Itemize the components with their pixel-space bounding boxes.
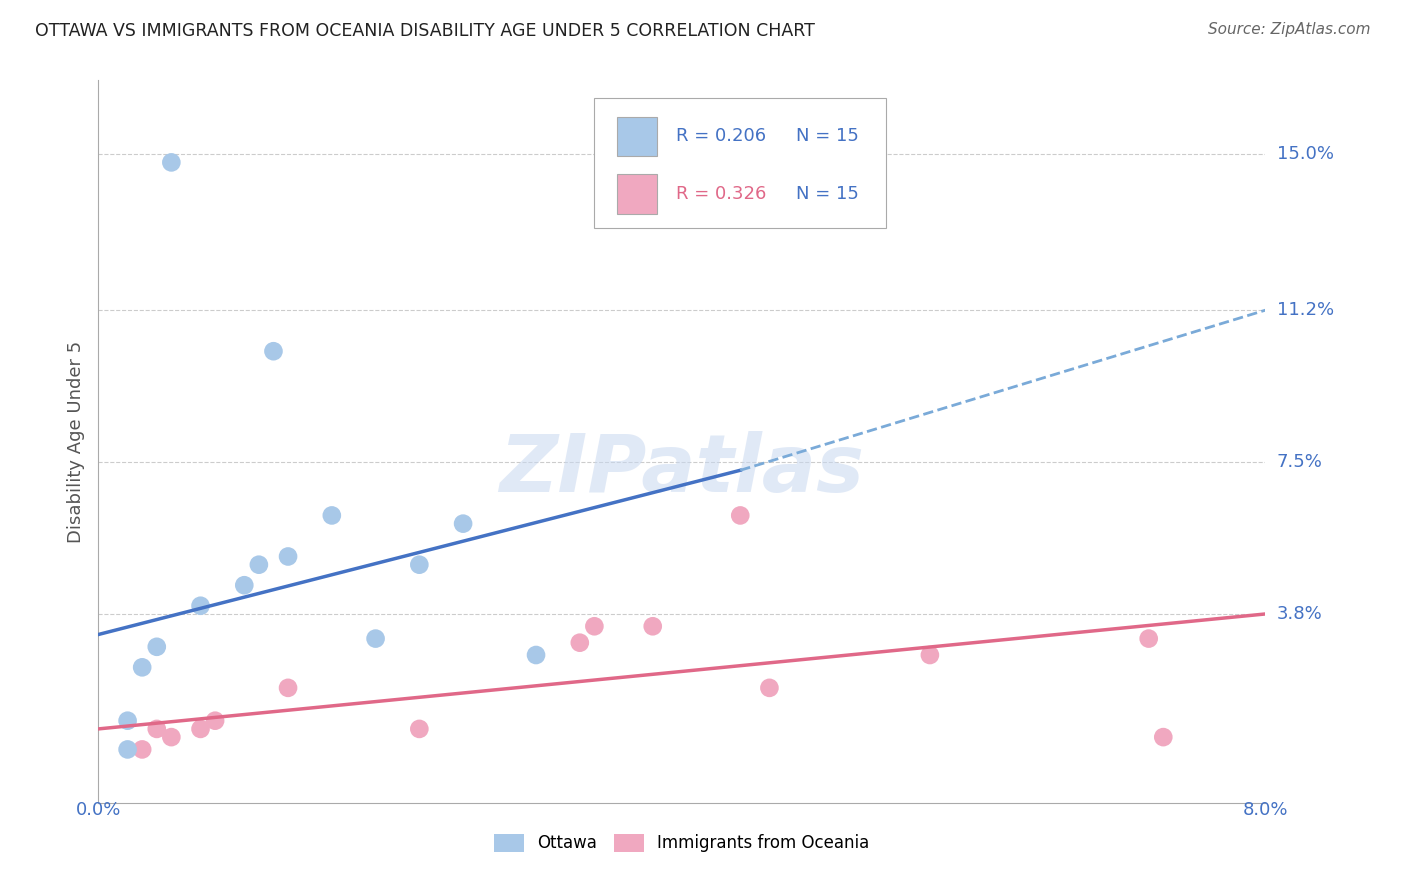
Text: ZIPatlas: ZIPatlas — [499, 432, 865, 509]
Point — [758, 681, 780, 695]
Point — [583, 619, 606, 633]
Point — [117, 714, 139, 728]
Text: 8.0%: 8.0% — [1243, 800, 1288, 819]
Text: 11.2%: 11.2% — [1277, 301, 1334, 319]
Point — [408, 558, 430, 572]
Text: Source: ZipAtlas.com: Source: ZipAtlas.com — [1208, 22, 1371, 37]
Text: N = 15: N = 15 — [796, 128, 859, 145]
Point — [146, 722, 169, 736]
FancyBboxPatch shape — [595, 98, 886, 228]
Point — [160, 155, 183, 169]
Text: N = 15: N = 15 — [796, 185, 859, 203]
Point — [568, 636, 591, 650]
Text: OTTAWA VS IMMIGRANTS FROM OCEANIA DISABILITY AGE UNDER 5 CORRELATION CHART: OTTAWA VS IMMIGRANTS FROM OCEANIA DISABI… — [35, 22, 815, 40]
Text: R = 0.326: R = 0.326 — [676, 185, 766, 203]
Point — [408, 722, 430, 736]
Text: 3.8%: 3.8% — [1277, 605, 1322, 623]
FancyBboxPatch shape — [617, 117, 658, 156]
Point — [117, 742, 139, 756]
Point — [190, 599, 212, 613]
Text: 0.0%: 0.0% — [76, 800, 121, 819]
Point — [524, 648, 547, 662]
Point — [730, 508, 752, 523]
Point — [247, 558, 270, 572]
Point — [233, 578, 256, 592]
Point — [160, 730, 183, 744]
Point — [451, 516, 474, 531]
Point — [262, 344, 284, 359]
Point — [918, 648, 941, 662]
Point — [277, 549, 299, 564]
Text: R = 0.206: R = 0.206 — [676, 128, 766, 145]
Legend: Ottawa, Immigrants from Oceania: Ottawa, Immigrants from Oceania — [494, 834, 870, 852]
Point — [641, 619, 664, 633]
Text: 7.5%: 7.5% — [1277, 453, 1323, 471]
Point — [131, 742, 153, 756]
Point — [321, 508, 343, 523]
Point — [204, 714, 226, 728]
Point — [1137, 632, 1160, 646]
Point — [146, 640, 169, 654]
Y-axis label: Disability Age Under 5: Disability Age Under 5 — [66, 341, 84, 542]
FancyBboxPatch shape — [617, 175, 658, 214]
Point — [277, 681, 299, 695]
Point — [364, 632, 387, 646]
Point — [190, 722, 212, 736]
Text: 15.0%: 15.0% — [1277, 145, 1333, 163]
Point — [1152, 730, 1174, 744]
Point — [131, 660, 153, 674]
